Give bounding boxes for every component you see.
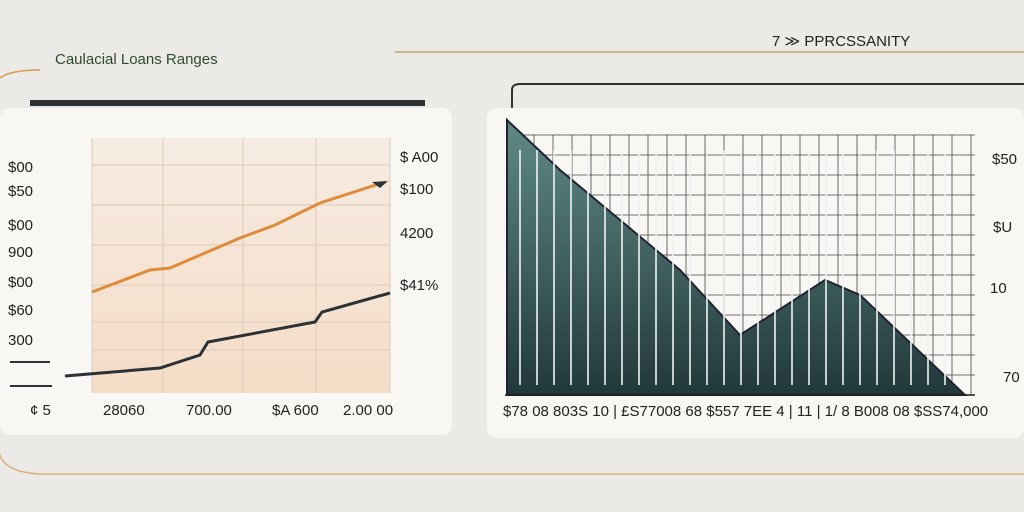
tag: 7 ≫ PPRCSSANITY <box>772 33 910 50</box>
x-label: 2.00 00 <box>343 402 393 419</box>
y-label: ¢ 5 <box>30 402 51 419</box>
left-labels: $00 $50 $00 900 $00 $60 300 ¢ 5 <box>8 159 51 419</box>
right-label: $U <box>993 219 1012 236</box>
bottom-labels: 28060 700.00 $A 600 2.00 00 <box>103 402 393 419</box>
right-label: $ A00 <box>400 149 438 166</box>
bottom-label: $78 08 803S 10 | £S77008 68 $557 7EE 4 |… <box>503 403 988 420</box>
right-label: $41% <box>400 277 438 294</box>
orange-line <box>91 180 386 294</box>
right-label: $100 <box>400 181 433 198</box>
right-labels: $50 $U 10 70 <box>990 151 1020 386</box>
x-label: 700.00 <box>186 402 232 419</box>
x-label: $A 600 <box>272 402 319 419</box>
y-label: 900 <box>8 244 33 261</box>
y-label: 300 <box>8 332 33 349</box>
x-label: 28060 <box>103 402 145 419</box>
right-label: $50 <box>992 151 1017 168</box>
title: Caulacial Loans Ranges <box>55 51 218 68</box>
card-bar <box>30 100 425 106</box>
y-label: $00 <box>8 274 33 291</box>
decor-curve <box>0 454 1024 475</box>
plot-area <box>92 138 390 393</box>
grid <box>91 138 391 393</box>
y-label: $60 <box>8 302 33 319</box>
right-label: 4200 <box>400 225 433 242</box>
right-label: 70 <box>1003 369 1020 386</box>
right-labels: $ A00 $100 4200 $41% <box>400 149 438 294</box>
dark-line <box>64 291 391 378</box>
y-label: $00 <box>8 217 33 234</box>
stripes <box>519 150 946 385</box>
y-label: $50 <box>8 183 33 200</box>
arrow <box>372 181 388 188</box>
y-label: $00 <box>8 159 33 176</box>
decor-curve <box>0 69 41 79</box>
decor-line <box>511 83 1024 108</box>
right-label: 10 <box>990 280 1007 297</box>
